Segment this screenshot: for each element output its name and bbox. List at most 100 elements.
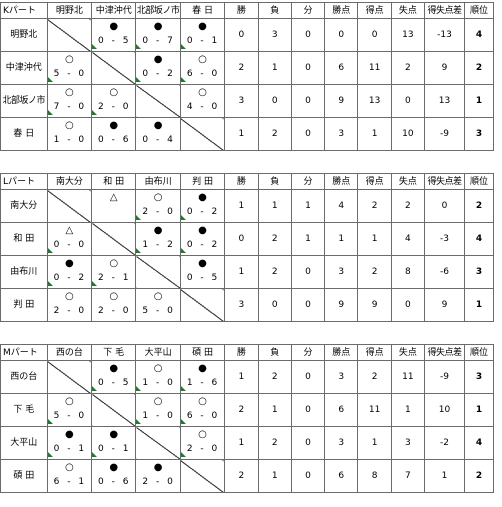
part-title: Lパート bbox=[0, 173, 48, 190]
row-team-name: 西の台 bbox=[0, 360, 48, 394]
goals-against: 0 bbox=[167, 207, 174, 217]
score-dash: - bbox=[111, 135, 116, 145]
goals-for: 1 bbox=[142, 378, 150, 388]
goals-for: 0 bbox=[186, 273, 194, 283]
team-row: 和 田 △ 0-0 ● 1-2 ● 0-2 0 2 1 1 1 4 -3 4 bbox=[0, 222, 494, 256]
stat-value: 0 bbox=[290, 84, 326, 118]
comment-flag-icon bbox=[181, 44, 186, 49]
match-result-cell: ○ 5-0 bbox=[46, 393, 93, 427]
goals-for: 0 bbox=[142, 69, 150, 79]
stat-value: 13 bbox=[424, 84, 465, 118]
stat-value: 0 bbox=[290, 117, 326, 151]
rank-value: 2 bbox=[464, 189, 494, 223]
goals-against: 2 bbox=[167, 240, 174, 250]
result-mark: ○ bbox=[153, 291, 163, 302]
self-match-cell bbox=[46, 18, 93, 52]
match-result-cell: ○ 2-0 bbox=[91, 84, 137, 118]
stat-header: 失点 bbox=[390, 344, 426, 361]
match-result-cell: ● 0-5 bbox=[91, 360, 137, 394]
row-team-name: 碩 田 bbox=[0, 459, 48, 493]
match-result-cell: ● 0-6 bbox=[91, 459, 137, 493]
match-score: 5-0 bbox=[48, 411, 90, 421]
team-column-header: 下 毛 bbox=[91, 344, 137, 361]
team-column-header: 碩 田 bbox=[179, 344, 226, 361]
match-result-cell: △ 0-0 bbox=[46, 222, 93, 256]
part-title: Mパート bbox=[0, 344, 48, 361]
match-score: 2-0 bbox=[181, 444, 223, 454]
goals-for: 0 bbox=[98, 36, 105, 46]
stat-value: 6 bbox=[324, 393, 359, 427]
match-score: 0-1 bbox=[181, 36, 223, 46]
row-team-name: 判 田 bbox=[0, 288, 48, 322]
row-team-name: 大平山 bbox=[0, 426, 48, 460]
score-dash: - bbox=[67, 444, 72, 454]
team-row: 南大分 △ ○ 2-0 ● 0-2 1 1 1 4 2 2 0 2 bbox=[0, 189, 494, 223]
stat-value: 9 bbox=[424, 288, 465, 322]
stat-value: 9 bbox=[424, 51, 465, 85]
match-result-cell: ○ 1-0 bbox=[46, 117, 93, 151]
rank-value: 3 bbox=[464, 117, 494, 151]
match-result-cell: ○ 2-0 bbox=[135, 189, 181, 223]
result-mark: ○ bbox=[64, 462, 74, 473]
score-dash: - bbox=[156, 69, 161, 79]
stat-value: -9 bbox=[424, 360, 465, 394]
match-result-cell: ○ 1-0 bbox=[135, 393, 181, 427]
stat-value: 2 bbox=[257, 426, 292, 460]
self-match-cell bbox=[135, 84, 181, 118]
score-dash: - bbox=[156, 240, 161, 250]
score-dash: - bbox=[200, 444, 205, 454]
stat-value: 9 bbox=[324, 84, 359, 118]
match-result-cell: ○ 6-0 bbox=[179, 51, 226, 85]
comment-flag-icon bbox=[181, 215, 186, 220]
rank-value: 1 bbox=[464, 84, 494, 118]
stat-value: 0 bbox=[224, 18, 259, 52]
team-row: 由布川 ● 0-2 ○ 2-1 ● 0-5 1 2 0 3 2 8 -6 3 bbox=[0, 255, 494, 289]
stat-header: 勝点 bbox=[324, 173, 359, 190]
match-score: 0-2 bbox=[48, 273, 90, 283]
match-score: 6-0 bbox=[181, 411, 223, 421]
comment-flag-icon bbox=[48, 110, 53, 115]
goals-against: 5 bbox=[122, 378, 130, 388]
goals-against: 0 bbox=[211, 102, 219, 112]
team-column-header: 判 田 bbox=[179, 173, 226, 190]
team-column-header: 大平山 bbox=[135, 344, 181, 361]
result-mark: ● bbox=[109, 462, 119, 473]
match-result-cell: ● 0-7 bbox=[135, 18, 181, 52]
score-dash: - bbox=[200, 102, 205, 112]
goals-against: 0 bbox=[78, 69, 86, 79]
result-mark: △ bbox=[65, 225, 74, 236]
result-mark: ● bbox=[64, 429, 74, 440]
stat-value: 7 bbox=[390, 459, 426, 493]
part-table: Lパート 南大分和 田由布川判 田勝負分勝点 得点 失点 得失点差 順位 南大分 △ ○ 2-0 ●… bbox=[0, 173, 494, 322]
stat-value: 0 bbox=[290, 288, 326, 322]
goals-for: 0 bbox=[142, 135, 150, 145]
result-mark: ● bbox=[153, 225, 163, 236]
match-result-cell: ● 0-5 bbox=[91, 18, 137, 52]
stat-value: 1 bbox=[257, 459, 292, 493]
stat-header: 得点 bbox=[357, 173, 392, 190]
comment-flag-icon bbox=[48, 419, 53, 424]
stat-header: 勝 bbox=[224, 2, 259, 19]
score-dash: - bbox=[200, 273, 205, 283]
result-mark: ● bbox=[64, 258, 74, 269]
goals-for: 2 bbox=[186, 444, 194, 454]
match-score: 0-6 bbox=[93, 135, 135, 145]
score-dash: - bbox=[200, 36, 205, 46]
goals-for: 1 bbox=[53, 135, 61, 145]
self-match-cell bbox=[91, 393, 137, 427]
match-result-cell: ● 0-1 bbox=[46, 426, 93, 460]
result-mark: ○ bbox=[198, 87, 207, 98]
match-result-cell: ● 0-1 bbox=[91, 426, 137, 460]
stat-header: 分 bbox=[290, 344, 326, 361]
match-result-cell: ○ 2-0 bbox=[91, 288, 137, 322]
stat-value: 0 bbox=[357, 18, 392, 52]
stat-value: 10 bbox=[424, 393, 465, 427]
row-team-name: 和 田 bbox=[0, 222, 48, 256]
result-mark: ● bbox=[153, 462, 163, 473]
goals-for: 0 bbox=[53, 273, 61, 283]
match-result-cell: ● 0-2 bbox=[179, 222, 226, 256]
stat-header: 負 bbox=[257, 2, 292, 19]
match-score: 0-2 bbox=[181, 207, 223, 217]
stat-value: 0 bbox=[224, 222, 259, 256]
row-team-name: 中津沖代 bbox=[0, 51, 48, 85]
